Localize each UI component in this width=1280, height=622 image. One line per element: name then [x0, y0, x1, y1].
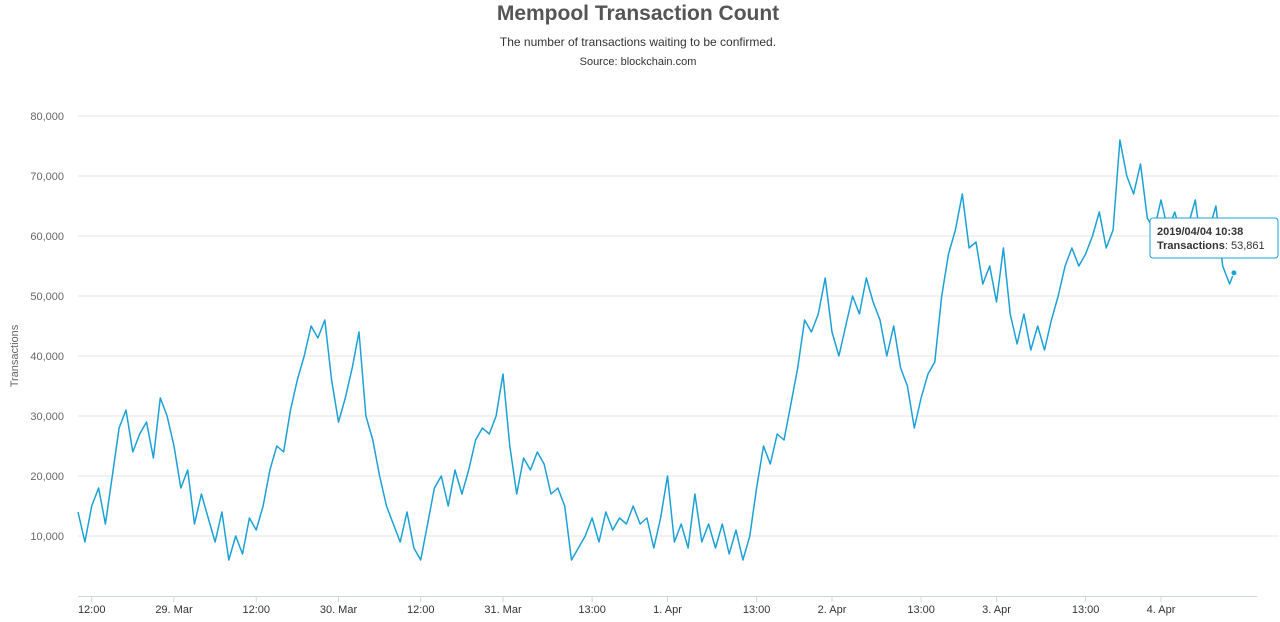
tooltip-series-label: Transactions — [1157, 240, 1225, 252]
x-tick-label: 12:00 — [78, 604, 106, 616]
chart-source: Source: blockchain.com — [580, 56, 697, 68]
x-tick-label: 12:00 — [242, 604, 270, 616]
tooltip-value-line: Transactions: 53,861 — [1157, 240, 1265, 252]
x-tick-label: 30. Mar — [320, 604, 358, 616]
tooltip-value: : 53,861 — [1225, 240, 1265, 252]
x-tick-label: 1. Apr — [653, 604, 682, 616]
y-tick-label: 40,000 — [30, 351, 64, 363]
y-tick-label: 80,000 — [30, 111, 64, 123]
y-axis-label: Transactions — [9, 324, 21, 387]
x-tick-label: 13:00 — [578, 604, 606, 616]
y-tick-label: 20,000 — [30, 471, 64, 483]
plot-area[interactable] — [77, 139, 1238, 561]
x-tick-label: 4. Apr — [1147, 604, 1176, 616]
y-axis-ticks: 10,000 20,000 30,000 40,000 50,000 60,000 70,0… — [30, 111, 64, 543]
series-line[interactable] — [77, 139, 1235, 561]
x-tick-label: 13:00 — [907, 604, 935, 616]
tooltip-date: 2019/04/04 10:38 — [1157, 226, 1243, 238]
x-tick-label: 13:00 — [1072, 604, 1100, 616]
y-tick-label: 10,000 — [30, 531, 64, 543]
hover-point[interactable] — [1230, 269, 1238, 277]
chart-subtitle: The number of transactions waiting to be… — [500, 35, 776, 49]
tooltip: 2019/04/04 10:38 Transactions: 53,861 — [1149, 217, 1279, 259]
gridlines — [78, 115, 1279, 537]
x-tick-label: 31. Mar — [484, 604, 522, 616]
y-tick-label: 70,000 — [30, 171, 64, 183]
x-tick-label: 2. Apr — [818, 604, 847, 616]
y-tick-label: 50,000 — [30, 291, 64, 303]
x-axis: 12:00 29. Mar 12:00 30. Mar 12:00 31. Mar 13:0… — [78, 596, 1257, 616]
chart-title: Mempool Transaction Count — [497, 2, 779, 25]
tooltip-box — [1149, 217, 1279, 259]
x-tick-label: 3. Apr — [982, 604, 1011, 616]
x-tick-label: 29. Mar — [155, 604, 193, 616]
x-tick-label: 12:00 — [407, 604, 435, 616]
x-tick-label: 13:00 — [743, 604, 771, 616]
y-tick-label: 60,000 — [30, 231, 64, 243]
y-tick-label: 30,000 — [30, 411, 64, 423]
